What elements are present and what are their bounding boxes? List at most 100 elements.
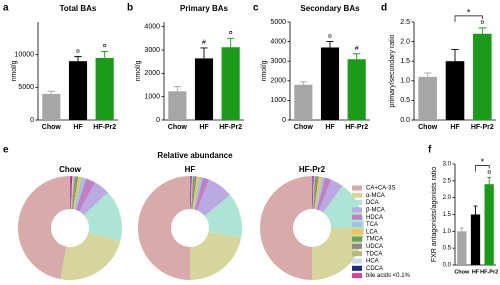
donut-slice — [72, 176, 79, 210]
x-tick-label: Chow — [454, 269, 470, 275]
legend-swatch — [352, 265, 362, 271]
donut-slice — [190, 176, 192, 210]
y-tick-label: 4000 — [270, 38, 286, 45]
significance-mark: ¤ — [487, 169, 491, 176]
x-tick-label: HF — [325, 124, 335, 131]
bar — [320, 47, 340, 121]
y-tick-label: 2.5 — [400, 19, 410, 26]
legend-swatch — [352, 185, 362, 191]
legend-swatch — [352, 200, 362, 206]
y-tick-label: 0 — [156, 117, 160, 124]
donut-slice — [190, 176, 193, 210]
y-tick-label: 0.5 — [443, 246, 452, 252]
error-bar — [101, 50, 109, 58]
x-tick-label: HF — [199, 124, 209, 131]
bar — [42, 93, 61, 120]
legend-label: LCA — [366, 229, 378, 235]
y-tick-label: 2000 — [270, 78, 286, 85]
error-bar — [227, 37, 235, 48]
donut-slice — [75, 178, 96, 212]
bar — [473, 33, 492, 121]
donut-slice — [204, 194, 242, 238]
donut-slice — [312, 228, 364, 280]
y-tick-label: 3000 — [144, 47, 160, 54]
legend-swatch — [352, 251, 362, 257]
y-tick-label: 2.0 — [443, 195, 452, 201]
error-bar — [299, 81, 307, 85]
legend-label: UDCA — [366, 244, 383, 250]
legend-swatch — [352, 243, 362, 249]
error-bar — [74, 56, 82, 62]
error-bar — [47, 90, 55, 94]
y-tick-label: 10000 — [15, 52, 35, 59]
bar — [347, 59, 366, 120]
donut-slice — [312, 176, 315, 210]
pie-name: HF-Pr2 — [299, 165, 326, 174]
y-tick-label: 1000 — [270, 97, 286, 104]
donut-slice — [192, 176, 200, 210]
y-tick-label: 0 — [282, 117, 286, 124]
legend-label: TCA — [366, 222, 378, 228]
donut-slice — [190, 176, 194, 210]
y-tick-label: 0.0 — [400, 117, 410, 124]
x-tick-label: HF-Pr2 — [219, 124, 242, 131]
chart-title: Primary BAs — [180, 4, 229, 13]
legend-swatch — [352, 222, 362, 227]
donut-slice — [17, 176, 70, 280]
panel-letter: d — [381, 3, 387, 14]
y-tick-label: 1000 — [144, 94, 160, 101]
y-tick-label: 1.0 — [443, 229, 452, 235]
chart-title: Relative abundance — [157, 151, 233, 160]
bar — [418, 76, 437, 120]
bar — [445, 61, 465, 120]
legend-swatch — [352, 214, 362, 220]
y-tick-label: 1.5 — [400, 58, 410, 65]
y-axis-label: FXR antagonists/agonists ratio — [431, 167, 438, 262]
significance-mark: ¤ — [480, 20, 484, 27]
donut-slice — [138, 176, 190, 280]
donut-slice — [312, 176, 314, 210]
error-bar — [451, 48, 459, 62]
donut-slice — [314, 176, 322, 210]
significance-label: * — [467, 7, 471, 17]
bar — [68, 61, 88, 120]
donut-slice — [193, 176, 203, 210]
donut-slice — [190, 176, 191, 210]
legend-label: α-MCA — [366, 193, 385, 199]
error-bar — [173, 86, 181, 92]
donut-slice — [70, 176, 74, 210]
y-tick-label: 5000 — [270, 19, 286, 26]
chart-title: Total BAs — [60, 4, 97, 13]
donut-slice — [190, 231, 242, 280]
donut-slice — [71, 176, 77, 210]
donut-slice — [318, 179, 343, 213]
bar — [168, 91, 187, 120]
panel-letter: e — [3, 145, 9, 156]
y-tick-label: 2.5 — [443, 178, 452, 184]
donut-slice — [312, 176, 313, 210]
bar — [470, 214, 481, 265]
donut-slice — [260, 176, 312, 280]
significance-bracket — [475, 165, 490, 172]
bar — [221, 47, 240, 121]
panel-letter: f — [428, 145, 432, 156]
significance-bracket — [454, 15, 483, 22]
y-tick-label: 1.5 — [443, 212, 452, 218]
y-tick-label: 3000 — [270, 58, 286, 65]
bar — [484, 184, 494, 265]
donut-slice — [312, 176, 316, 210]
pie-name: HF — [185, 165, 196, 174]
x-tick-label: HF-Pr2 — [345, 124, 368, 131]
donut-slice — [60, 232, 121, 280]
error-bar — [473, 205, 478, 215]
significance-mark: ¤ — [103, 43, 107, 50]
donut-slice — [316, 177, 332, 211]
donut-slice — [313, 176, 317, 210]
donut-slice — [315, 176, 325, 210]
y-axis-label: nmol/g — [135, 60, 142, 81]
y-tick-label: 0.5 — [400, 97, 410, 104]
x-tick-label: HF — [73, 124, 83, 131]
donut-slice — [194, 177, 210, 211]
donut-slice — [191, 176, 197, 210]
significance-mark: ¤ — [229, 30, 233, 37]
